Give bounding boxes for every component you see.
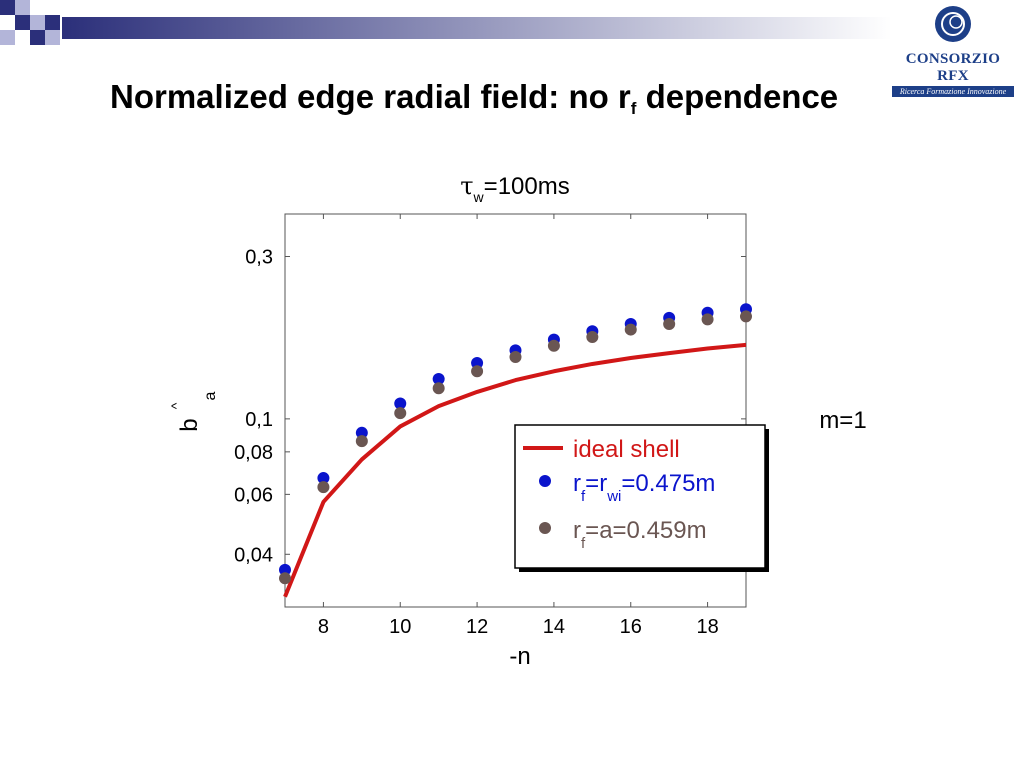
data-point xyxy=(740,310,752,323)
chart-title: τw=100ms xyxy=(460,172,569,205)
data-point xyxy=(509,350,522,363)
banner-square xyxy=(0,0,15,15)
banner-square xyxy=(45,30,60,45)
x-tick-label: 8 xyxy=(318,616,329,638)
legend-label-ideal-shell: ideal shell xyxy=(573,436,680,463)
series-layer xyxy=(279,303,752,598)
y-tick-label: 0,04 xyxy=(234,544,273,566)
data-point xyxy=(394,397,407,410)
title-end: dependence xyxy=(636,78,839,115)
legend-swatch-dot xyxy=(539,522,551,534)
data-point xyxy=(279,572,291,585)
x-axis-label: -n xyxy=(509,643,530,670)
x-tick-label: 18 xyxy=(696,616,718,638)
title-main: Normalized edge radial field: no r xyxy=(110,78,631,115)
data-point xyxy=(279,563,291,576)
data-point xyxy=(432,382,445,395)
y-axis-label: b ^ a xyxy=(168,391,219,431)
svg-text:^: ^ xyxy=(168,402,184,409)
legend-label-rf-a: rf=a=0.459m xyxy=(573,517,707,552)
data-point xyxy=(663,318,676,331)
data-point xyxy=(317,481,330,494)
data-point xyxy=(394,407,407,420)
legend-swatch-dot xyxy=(539,475,551,487)
logo-emblem-icon xyxy=(935,6,971,42)
x-tick-label: 14 xyxy=(543,616,565,638)
chart-annotation: m=1 xyxy=(819,407,866,434)
consorzio-rfx-logo: CONSORZIO RFX Ricerca Formazione Innovaz… xyxy=(888,4,1018,97)
data-point xyxy=(471,356,484,369)
data-point xyxy=(471,365,484,378)
x-tick-label: 16 xyxy=(620,616,642,638)
slide-title: Normalized edge radial field: no rf depe… xyxy=(110,78,838,119)
banner-square xyxy=(0,30,15,45)
banner-bar xyxy=(62,17,892,39)
title-subscript: f xyxy=(630,99,637,118)
series-line-ideal-shell xyxy=(283,342,747,598)
data-point xyxy=(547,339,560,352)
chart-legend: ideal shell rf=rwi=0.475m rf=a=0.459m xyxy=(514,424,769,572)
data-point xyxy=(317,472,330,485)
data-point xyxy=(624,323,637,336)
legend-label-rf-rwi: rf=rwi=0.475m xyxy=(573,470,715,505)
svg-text:a: a xyxy=(202,391,219,400)
logo-name: CONSORZIO RFX xyxy=(905,51,1001,84)
data-point xyxy=(701,313,714,326)
banner-decoration xyxy=(0,0,892,45)
banner-square xyxy=(15,15,30,30)
x-tick-label: 12 xyxy=(466,616,488,638)
y-tick-label: 0,1 xyxy=(245,409,273,431)
logo-tagline: Ricerca Formazione Innovazione xyxy=(892,86,1014,97)
data-point xyxy=(586,331,599,344)
data-point xyxy=(432,372,445,385)
svg-text:b: b xyxy=(176,418,203,431)
data-point xyxy=(355,435,368,448)
banner-square xyxy=(30,15,45,30)
y-tick-label: 0,08 xyxy=(234,442,273,464)
y-tick-label: 0,06 xyxy=(234,484,273,506)
x-tick-label: 10 xyxy=(389,616,411,638)
y-tick-label: 0,3 xyxy=(245,247,273,269)
banner-square xyxy=(15,0,30,15)
banner-square xyxy=(30,30,45,45)
banner-square xyxy=(45,15,60,30)
tick-labels: 8 10 12 14 16 18 0,3 0,1 0,08 0,06 0,04 xyxy=(234,247,719,638)
data-point xyxy=(355,426,368,439)
